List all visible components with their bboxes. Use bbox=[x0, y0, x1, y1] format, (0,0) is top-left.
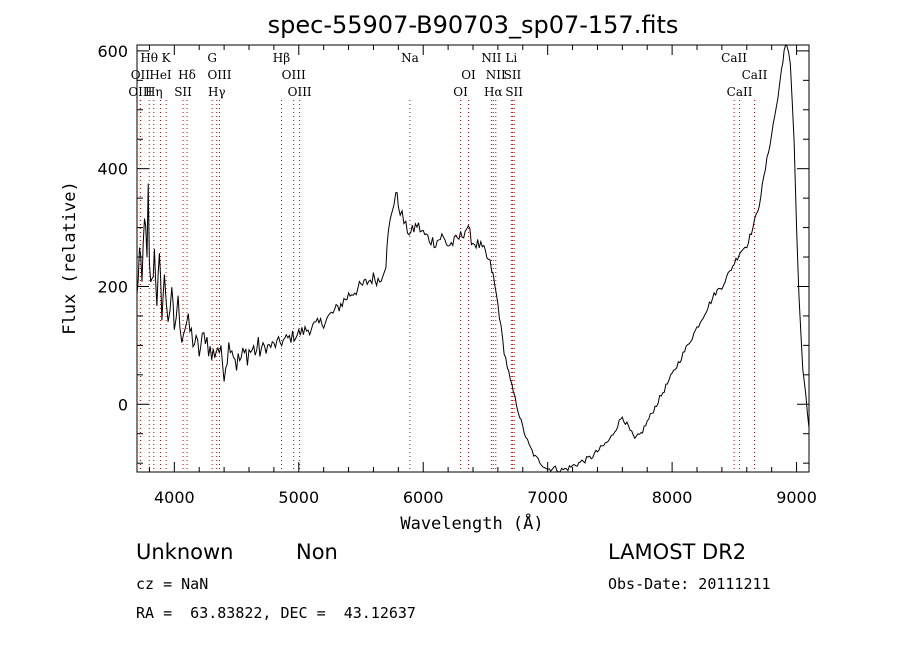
marker-label-12: OIII bbox=[282, 68, 306, 82]
marker-label-19: SII bbox=[174, 85, 192, 99]
x-tick-label-6000: 6000 bbox=[403, 488, 444, 507]
marker-label-17: OIII bbox=[128, 85, 152, 99]
x-tick-label-7000: 7000 bbox=[527, 488, 568, 507]
coordinates: RA = 63.83822, DEC = 43.12637 bbox=[136, 604, 416, 622]
marker-label-3: Hβ bbox=[273, 51, 290, 65]
object-subclass: Non bbox=[296, 540, 338, 564]
marker-label-15: SII bbox=[504, 68, 522, 82]
x-axis-label: Wavelength (Å) bbox=[400, 512, 543, 534]
plot-frame bbox=[136, 44, 810, 473]
marker-label-5: NII bbox=[481, 51, 501, 65]
series-layer bbox=[136, 44, 810, 473]
y-axis-label: Flux (relative) bbox=[60, 181, 80, 335]
marker-label-0: Hθ bbox=[140, 51, 158, 65]
series-line-0 bbox=[136, 44, 810, 473]
marker-label-1: K bbox=[162, 51, 172, 65]
marker-label-10: Hδ bbox=[178, 68, 196, 82]
y-tick-label-200: 200 bbox=[97, 277, 128, 296]
survey-name: LAMOST DR2 bbox=[608, 540, 747, 564]
x-tick-label-4000: 4000 bbox=[154, 488, 195, 507]
y-axis: 0 200 400 600 bbox=[97, 42, 809, 464]
obs-date: Obs-Date: 20111211 bbox=[608, 575, 771, 593]
marker-label-11: OIII bbox=[207, 68, 231, 82]
marker-label-14: NII bbox=[486, 68, 506, 82]
x-axis: 4000 5000 6000 7000 8000 9000 bbox=[148, 45, 817, 507]
y-tick-label-400: 400 bbox=[97, 160, 128, 179]
marker-label-24: SII bbox=[505, 85, 523, 99]
marker-label-18: Hη bbox=[145, 85, 163, 99]
marker-label-20: Hγ bbox=[208, 85, 226, 99]
redshift-value: cz = NaN bbox=[136, 575, 209, 593]
x-tick-label-5000: 5000 bbox=[278, 488, 319, 507]
y-tick-label-600: 600 bbox=[97, 42, 128, 61]
marker-label-6: Li bbox=[505, 51, 517, 65]
chart-title: spec-55907-B90703_sp07-157.fits bbox=[268, 11, 679, 39]
x-tick-label-8000: 8000 bbox=[652, 488, 693, 507]
marker-label-2: G bbox=[207, 51, 217, 65]
marker-label-22: OI bbox=[453, 85, 468, 99]
y-tick-label-0: 0 bbox=[118, 395, 128, 414]
object-class: Unknown bbox=[136, 540, 234, 564]
marker-label-13: OI bbox=[461, 68, 476, 82]
marker-label-16: CaII bbox=[742, 68, 768, 82]
marker-label-21: OIII bbox=[288, 85, 312, 99]
marker-label-23: Hα bbox=[484, 85, 503, 99]
marker-label-7: CaII bbox=[721, 51, 747, 65]
marker-label-4: Na bbox=[401, 51, 419, 65]
x-tick-label-9000: 9000 bbox=[776, 488, 817, 507]
marker-label-8: OII bbox=[131, 68, 151, 82]
marker-label-9: HeI bbox=[149, 68, 172, 82]
marker-label-25: CaII bbox=[727, 85, 753, 99]
